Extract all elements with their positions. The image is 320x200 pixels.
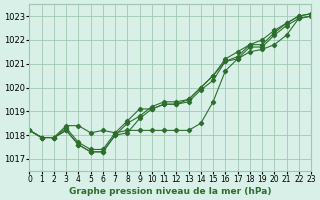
X-axis label: Graphe pression niveau de la mer (hPa): Graphe pression niveau de la mer (hPa)	[69, 187, 271, 196]
